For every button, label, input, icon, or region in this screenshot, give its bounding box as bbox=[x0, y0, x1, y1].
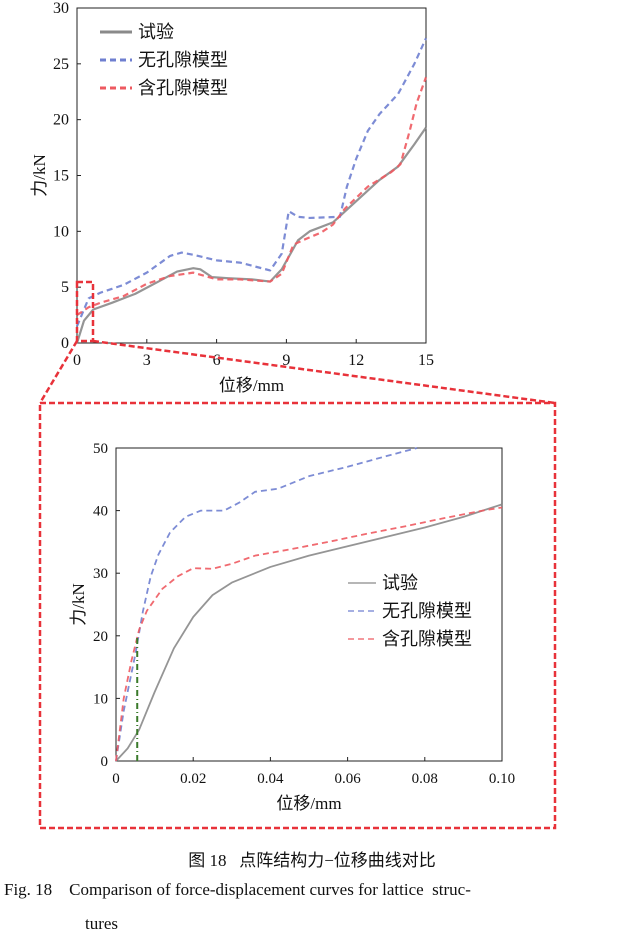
series-line-no-pore-model bbox=[115, 447, 418, 762]
y-tick-label: 10 bbox=[53, 223, 69, 240]
plot-frame-0 bbox=[76, 7, 427, 344]
x-axis-label: 位移/mm bbox=[219, 376, 284, 395]
y-tick-label: 40 bbox=[93, 504, 108, 520]
zoom-connector-right bbox=[92, 339, 556, 405]
y-tick-label: 50 bbox=[93, 441, 108, 457]
x-tick-label: 0 bbox=[73, 352, 81, 369]
y-tick-label: 5 bbox=[61, 279, 69, 296]
x-axis-label: 位移/mm bbox=[276, 794, 341, 813]
y-tick-label: 25 bbox=[53, 56, 69, 73]
x-tick-label: 3 bbox=[143, 352, 151, 369]
y-tick-label: 15 bbox=[53, 168, 69, 185]
x-tick-label: 0.02 bbox=[180, 771, 206, 787]
plot-frame-1 bbox=[115, 447, 503, 762]
legend-label: 含孔隙模型 bbox=[138, 78, 228, 98]
caption-cn: 图 18 点阵结构力−位移曲线对比 bbox=[188, 851, 436, 870]
y-tick-label: 20 bbox=[93, 629, 108, 645]
x-tick-label: 15 bbox=[418, 352, 434, 369]
legend-label: 无孔隙模型 bbox=[138, 50, 228, 70]
y-tick-label: 30 bbox=[93, 566, 108, 582]
y-tick-label: 0 bbox=[61, 335, 69, 352]
series-line-pore-model bbox=[115, 506, 503, 762]
legend-label: 试验 bbox=[382, 573, 418, 593]
legend-label: 含孔隙模型 bbox=[382, 629, 472, 649]
x-tick-label: 6 bbox=[213, 352, 221, 369]
zoom-source-box bbox=[75, 280, 95, 343]
caption-en-line2: tures bbox=[85, 914, 119, 933]
x-tick-label: 0.04 bbox=[257, 771, 284, 787]
x-tick-label: 12 bbox=[348, 352, 364, 369]
x-tick-label: 0.08 bbox=[412, 771, 438, 787]
zoom-detail-box bbox=[38, 401, 557, 830]
zoom-connector-left bbox=[38, 340, 79, 404]
y-tick-label: 0 bbox=[101, 754, 109, 770]
y-tick-label: 10 bbox=[93, 691, 108, 707]
x-tick-label: 9 bbox=[282, 352, 290, 369]
y-axis-label: 力/kN bbox=[30, 154, 49, 197]
y-axis-label: 力/kN bbox=[69, 583, 88, 626]
y-tick-label: 20 bbox=[53, 112, 69, 129]
legend-label: 无孔隙模型 bbox=[382, 601, 472, 621]
x-tick-label: 0 bbox=[112, 771, 120, 787]
x-tick-label: 0.10 bbox=[489, 771, 515, 787]
y-tick-label: 30 bbox=[53, 0, 69, 17]
legend-label: 试验 bbox=[138, 22, 174, 42]
x-tick-label: 0.06 bbox=[334, 771, 361, 787]
series-line-pore-model bbox=[76, 76, 428, 316]
caption-en-line1: Fig. 18 Comparison of force-displacement… bbox=[4, 880, 471, 899]
series-line-test bbox=[75, 126, 427, 344]
